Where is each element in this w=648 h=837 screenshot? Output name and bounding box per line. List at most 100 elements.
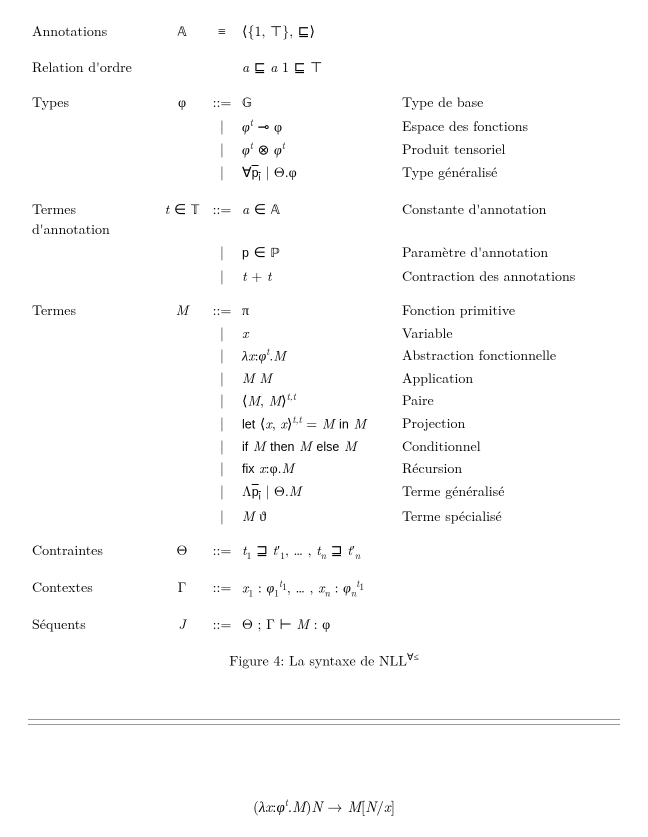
grammar-row: ContextesΓ::=x1 : φ1t1, … , xn : φnt1 xyxy=(28,576,620,601)
category-label xyxy=(28,505,158,527)
beta-reduction-rule: (λx:φt.M)N → M[N/x] xyxy=(28,795,620,817)
production: 𝔾 xyxy=(238,91,398,115)
grammar-row: |∀pi | Θ.φType généralisé xyxy=(28,161,620,186)
grammar-row: |λx:φt.MAbstraction fonctionnelle xyxy=(28,344,620,367)
nonterminal-symbol xyxy=(158,505,206,527)
production-op: ::= xyxy=(206,539,238,564)
nonterminal-symbol: t ∈ 𝕋 xyxy=(158,198,206,241)
description: Paire xyxy=(398,389,620,412)
production-op: | xyxy=(206,412,238,435)
nonterminal-symbol xyxy=(158,56,206,78)
category-label xyxy=(28,389,158,412)
production-op: | xyxy=(206,138,238,161)
description: Type de base xyxy=(398,91,620,115)
grammar-row: ContraintesΘ::=t1 ⊒ t′1, … , tn ⊒ t′n xyxy=(28,539,620,564)
production-op: | xyxy=(206,241,238,265)
description: Projection xyxy=(398,412,620,435)
production: a ⊑ a 1 ⊑ ⊤ xyxy=(238,56,398,78)
production: x1 : φ1t1, … , xn : φnt1 xyxy=(238,576,398,601)
category-label xyxy=(28,265,158,287)
category-label xyxy=(28,412,158,435)
production: M ϑ xyxy=(238,505,398,527)
description: Conditionnel xyxy=(398,435,620,457)
production-op: ::= xyxy=(206,576,238,601)
production: p ∈ ℙ xyxy=(238,241,398,265)
production-op: ::= xyxy=(206,613,238,635)
production: x xyxy=(238,322,398,344)
category-label xyxy=(28,367,158,389)
production-op: | xyxy=(206,115,238,138)
category-label xyxy=(28,435,158,457)
description: Récursion xyxy=(398,457,620,479)
production: let ⟨x, x⟩t,t = M in M xyxy=(238,412,398,435)
nonterminal-symbol: Γ xyxy=(158,576,206,601)
caption-text: Figure 4: La syntaxe de NLL xyxy=(229,651,407,671)
grammar-row: SéquentsJ::=Θ ; Γ ⊢ M : φ xyxy=(28,613,620,635)
production: t + t xyxy=(238,265,398,287)
rule-separator-bottom xyxy=(28,724,620,725)
production-op: | xyxy=(206,505,238,527)
grammar-row: |p ∈ ℙParamètre d'annotation xyxy=(28,241,620,265)
category-label xyxy=(28,241,158,265)
description: Constante d'annotation xyxy=(398,198,620,241)
production: λx:φt.M xyxy=(238,344,398,367)
category-label xyxy=(28,457,158,479)
production: φt ⊸ φ xyxy=(238,115,398,138)
nonterminal-symbol xyxy=(158,265,206,287)
grammar-row: Termes d'annotationt ∈ 𝕋::=a ∈ 𝔸Constant… xyxy=(28,198,620,241)
description xyxy=(398,539,620,564)
production-op: | xyxy=(206,435,238,457)
grammar-row: |fix x:φ.MRécursion xyxy=(28,457,620,479)
description: Espace des fonctions xyxy=(398,115,620,138)
nonterminal-symbol xyxy=(158,389,206,412)
rule-separator-top xyxy=(28,719,620,720)
description xyxy=(398,56,620,78)
production: t1 ⊒ t′1, … , tn ⊒ t′n xyxy=(238,539,398,564)
production-op: | xyxy=(206,367,238,389)
grammar-row: TermesM::=πFonction primitive xyxy=(28,299,620,321)
category-label: Contextes xyxy=(28,576,158,601)
category-label: Termes d'annotation xyxy=(28,198,158,241)
production-op: ≡ xyxy=(206,20,238,44)
description: Type généralisé xyxy=(398,161,620,186)
category-label xyxy=(28,480,158,505)
category-label: Relation d'ordre xyxy=(28,56,158,78)
nonterminal-symbol xyxy=(158,161,206,186)
category-label xyxy=(28,138,158,161)
description xyxy=(398,20,620,44)
grammar-row: |Λpi | Θ.MTerme généralisé xyxy=(28,480,620,505)
nonterminal-symbol xyxy=(158,412,206,435)
grammar-row: |let ⟨x, x⟩t,t = M in MProjection xyxy=(28,412,620,435)
production: fix x:φ.M xyxy=(238,457,398,479)
description: Produit tensoriel xyxy=(398,138,620,161)
nonterminal-symbol xyxy=(158,138,206,161)
nonterminal-symbol xyxy=(158,241,206,265)
nonterminal-symbol: φ xyxy=(158,91,206,115)
category-label: Annotations xyxy=(28,20,158,44)
description: Application xyxy=(398,367,620,389)
grammar-row: |⟨M, M⟩t,tPaire xyxy=(28,389,620,412)
nonterminal-symbol: 𝔸 xyxy=(158,20,206,44)
description: Paramètre d'annotation xyxy=(398,241,620,265)
figure-caption: Figure 4: La syntaxe de NLL∀≤ xyxy=(28,649,620,671)
production: ⟨{1, ⊤}, ⊑⟩ xyxy=(238,20,398,44)
production: ⟨M, M⟩t,t xyxy=(238,389,398,412)
description: Abstraction fonctionnelle xyxy=(398,344,620,367)
category-label xyxy=(28,322,158,344)
production-op: ::= xyxy=(206,198,238,241)
category-label: Termes xyxy=(28,299,158,321)
description: Fonction primitive xyxy=(398,299,620,321)
grammar-row: |t + tContraction des annotations xyxy=(28,265,620,287)
production-op: | xyxy=(206,480,238,505)
category-label xyxy=(28,161,158,186)
production-op: | xyxy=(206,457,238,479)
grammar-row: Relation d'ordre a ⊑ a 1 ⊑ ⊤ xyxy=(28,56,620,78)
nonterminal-symbol xyxy=(158,457,206,479)
production: Θ ; Γ ⊢ M : φ xyxy=(238,613,398,635)
grammar-row: |φt ⊸ φEspace des fonctions xyxy=(28,115,620,138)
description: Terme spécialisé xyxy=(398,505,620,527)
production-op: ::= xyxy=(206,299,238,321)
nonterminal-symbol xyxy=(158,367,206,389)
description xyxy=(398,613,620,635)
description: Variable xyxy=(398,322,620,344)
